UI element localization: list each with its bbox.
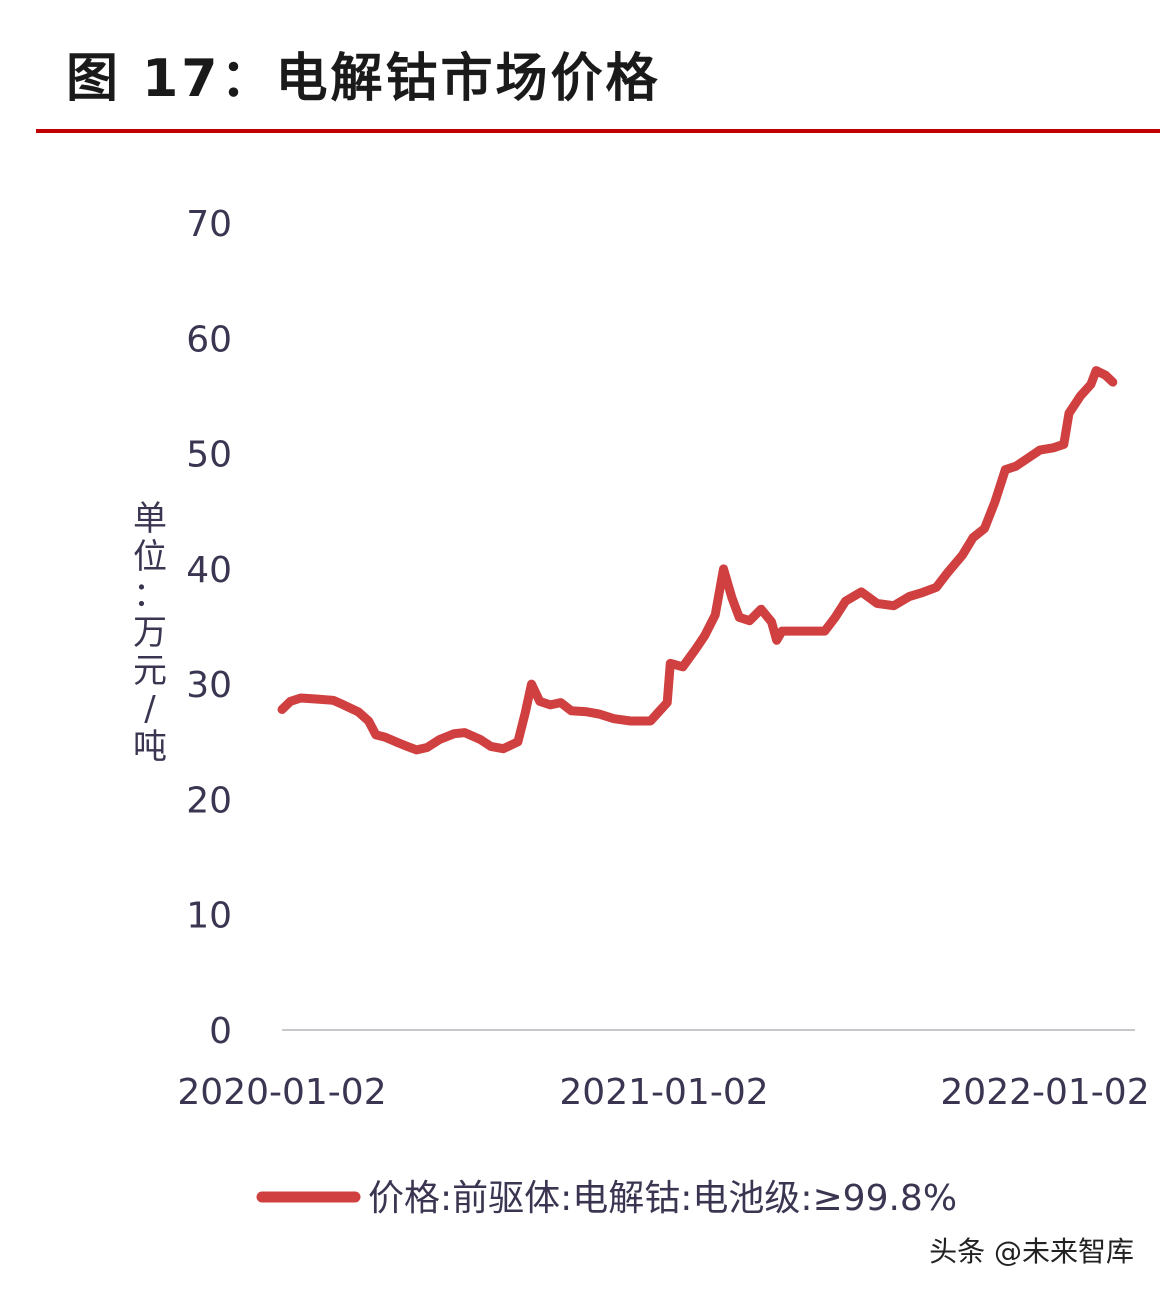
y-axis-label-char: 元 (133, 651, 167, 691)
watermark: 头条 @未来智库 (929, 1235, 1134, 1268)
y-axis-label-char: ： (133, 575, 167, 615)
y-tick-label: 10 (186, 896, 232, 937)
y-axis-label-char: / (144, 689, 156, 729)
y-axis-label-char: 吨 (133, 727, 167, 767)
y-tick-label: 20 (186, 780, 232, 821)
y-tick-label: 60 (186, 319, 232, 360)
y-axis-ticks: 0 10 20 30 40 50 60 70 (186, 204, 232, 1052)
y-axis-label: 单位：万元/吨 (133, 499, 167, 767)
y-axis-label-char: 万 (133, 613, 167, 653)
y-tick-label: 40 (186, 550, 232, 591)
legend: 价格:前驱体:电解钴:电池级:≥99.8% (256, 1178, 957, 1219)
y-tick-label: 70 (186, 204, 232, 245)
x-axis-ticks: 2020-01-02 2021-01-02 2022-01-02 (177, 1072, 1149, 1113)
x-tick-label: 2020-01-02 (177, 1072, 386, 1113)
y-axis-label-char: 单 (133, 499, 167, 539)
legend-label: 价格:前驱体:电解钴:电池级:≥99.8% (368, 1178, 957, 1219)
series-line-cobalt-price (277, 366, 1118, 755)
y-tick-label: 50 (186, 435, 232, 476)
y-tick-label: 30 (186, 665, 232, 706)
y-axis-label-char: 位 (133, 537, 167, 577)
chart-title: 图 17：电解钴市场价格 (66, 49, 661, 109)
x-tick-label: 2022-01-02 (940, 1072, 1149, 1113)
y-tick-label: 0 (209, 1011, 232, 1052)
title-rule (36, 129, 1160, 133)
x-tick-label: 2021-01-02 (559, 1072, 768, 1113)
